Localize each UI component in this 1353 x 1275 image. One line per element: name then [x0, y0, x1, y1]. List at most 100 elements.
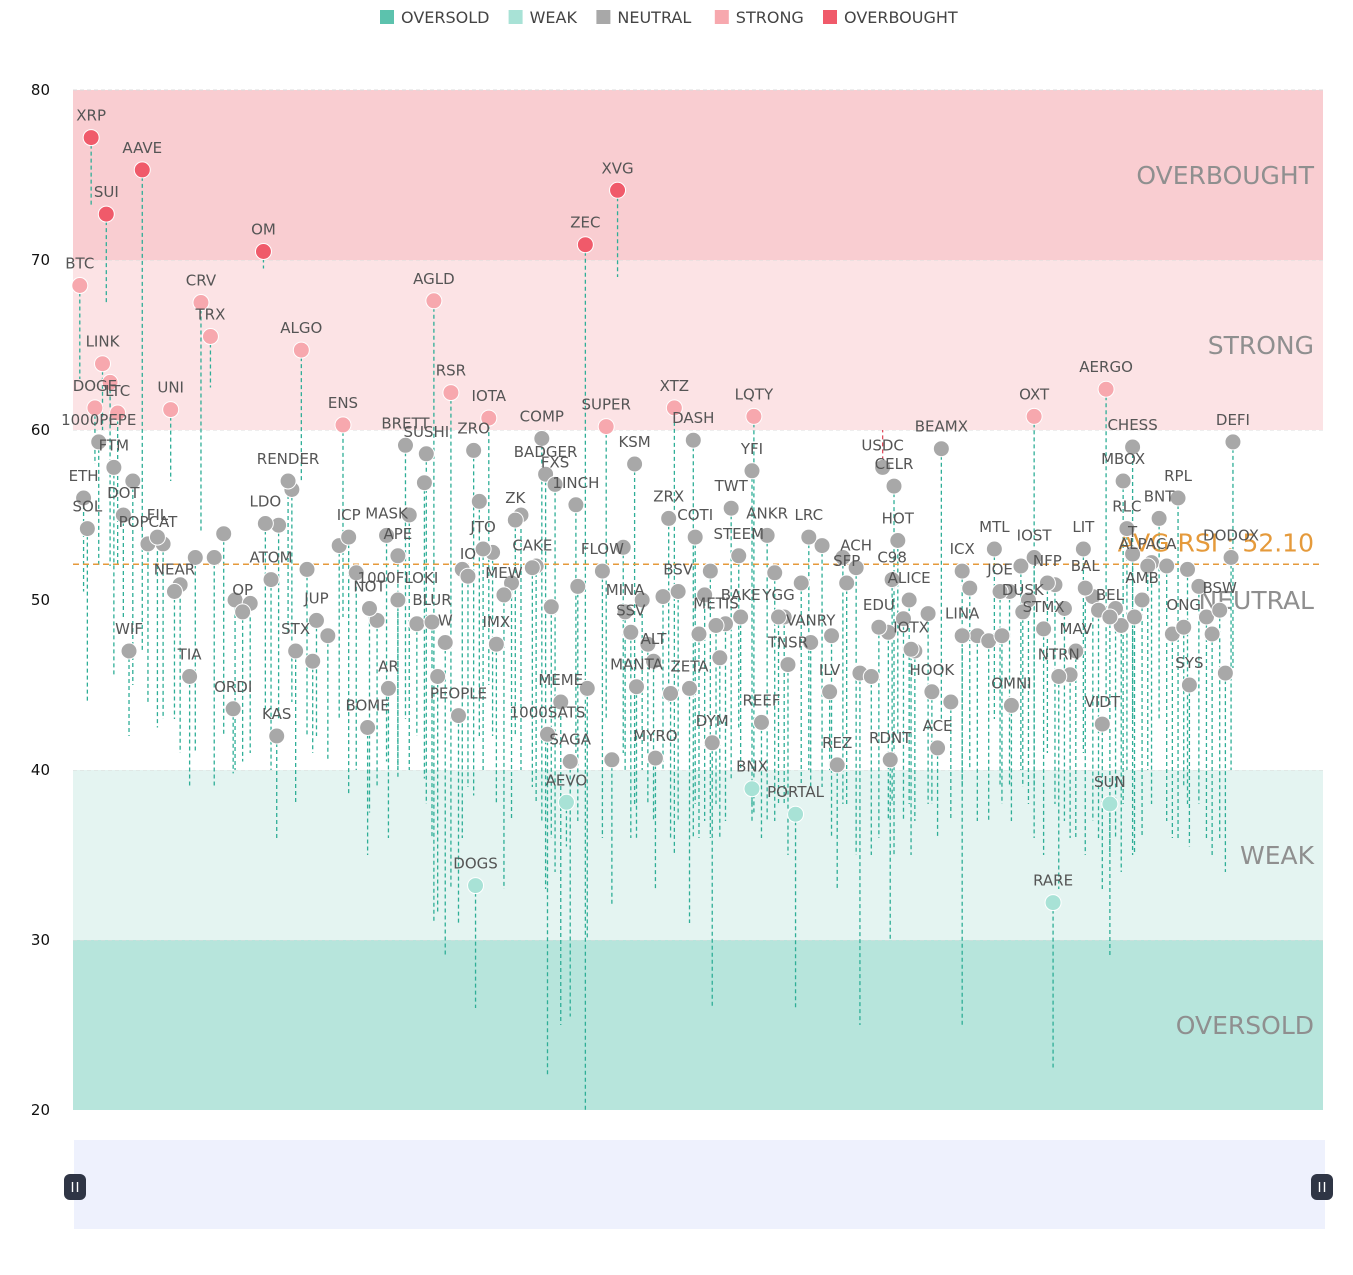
y-tick-label: 40	[31, 761, 50, 779]
coin-label-near: NEAR	[154, 561, 195, 579]
coin-point-ftm	[105, 458, 123, 476]
coin-point-mbox	[1114, 472, 1132, 490]
coin-label-bal: BAL	[1071, 557, 1101, 575]
coin-point	[578, 679, 596, 697]
coin-point-atom	[262, 571, 280, 589]
coin-label-ach: ACH	[840, 537, 872, 555]
y-tick-label: 30	[31, 931, 50, 949]
coin-point-sol	[78, 520, 96, 538]
coin-label-atom: ATOM	[250, 549, 293, 567]
coin-label-ankr: ANKR	[746, 504, 788, 522]
coin-point	[834, 549, 852, 566]
coin-label-alpaca: ALPACA	[1119, 535, 1177, 553]
coin-point	[654, 588, 672, 606]
coin-label-ygg: YGG	[761, 586, 794, 604]
coin-point-defi	[1224, 433, 1242, 451]
coin-label-1000pepe: 1000PEPE	[61, 411, 136, 429]
coin-label-dusk: DUSK	[1002, 581, 1045, 599]
coin-point-c98	[883, 571, 901, 589]
coin-label-people: PEOPLE	[430, 685, 487, 703]
coin-point-joe	[991, 583, 1009, 600]
coin-label-sushi: SUSHI	[403, 423, 449, 441]
coin-label-zeta: ZETA	[671, 657, 710, 675]
coin-point-tnsr	[779, 656, 797, 674]
range-slider-track[interactable]	[74, 1140, 1325, 1229]
coin-point-alt	[645, 652, 663, 670]
y-tick-label: 60	[31, 421, 50, 439]
coin-point-1000pepe	[90, 433, 108, 451]
coin-point-hook	[923, 683, 941, 701]
coin-point-1inch	[567, 496, 585, 514]
coin-point-vanry	[802, 634, 820, 651]
coin-point-algo	[292, 341, 310, 359]
coin-label-lina: LINA	[945, 605, 980, 623]
range-slider[interactable]	[64, 1140, 1333, 1229]
coin-point-mina	[616, 603, 634, 621]
coin-label-yfi: YFI	[740, 440, 763, 458]
coin-label-brett: BRETT	[381, 414, 430, 432]
coin-label-eth: ETH	[69, 467, 99, 485]
coin-point-eth	[75, 489, 93, 507]
coin-point	[1197, 608, 1215, 626]
coin-point-nfp	[1038, 574, 1056, 592]
coin-point-bal	[1076, 579, 1094, 597]
coin-label-lrc: LRC	[795, 506, 824, 524]
coin-label-link: LINK	[86, 333, 121, 351]
coin-label-tia: TIA	[177, 646, 203, 664]
coin-point-ldo	[256, 515, 274, 532]
coin-point-1000floki	[389, 591, 407, 609]
coin-label-stx: STX	[281, 620, 310, 638]
coin-point-ltc	[109, 404, 127, 422]
coin-point-ace	[929, 739, 947, 757]
coin-point-xvg	[609, 181, 627, 199]
right-range-handle[interactable]	[1311, 1174, 1333, 1200]
coin-point	[792, 574, 810, 592]
coin-point	[408, 615, 426, 633]
coin-point-saga	[561, 753, 579, 770]
coin-point	[101, 373, 119, 391]
coin-point-btc	[71, 277, 89, 294]
coin-label-iotx: IOTX	[893, 618, 929, 636]
coin-label-not: NOT	[353, 578, 386, 596]
coin-label-crv: CRV	[186, 272, 217, 290]
coin-label-dodox: DODOX	[1203, 527, 1259, 545]
coin-point-omni	[1002, 696, 1020, 714]
average-rsi-line: AVG RSI : 52.10	[73, 528, 1323, 566]
coin-label-btc: BTC	[65, 255, 94, 273]
y-tick-label: 20	[31, 1101, 50, 1119]
coin-point-lrc	[800, 528, 818, 546]
coin-point-metis	[707, 617, 725, 634]
coin-point-beamx	[932, 440, 950, 458]
coin-label-dot: DOT	[107, 484, 140, 502]
coin-point-iost	[1025, 549, 1043, 566]
coin-point	[823, 627, 841, 645]
left-range-handle[interactable]	[64, 1174, 86, 1200]
zone-label-weak: WEAK	[1240, 841, 1315, 870]
coin-point	[766, 564, 784, 582]
coin-point	[711, 649, 729, 667]
coin-point-op	[234, 603, 252, 621]
coin-label-xvg: XVG	[601, 159, 633, 177]
coin-point-dot	[114, 506, 132, 524]
coin-label-flow: FLOW	[581, 540, 624, 558]
coin-label-alice: ALICE	[888, 569, 931, 587]
coin-point-render	[279, 472, 297, 490]
y-tick-label: 80	[31, 81, 50, 99]
coin-label-badger: BADGER	[514, 443, 578, 461]
coin-label-bake: BAKE	[721, 586, 761, 604]
coin-label-om: OM	[251, 221, 276, 239]
coin-point	[470, 492, 488, 510]
coin-point	[347, 564, 365, 582]
coin-point-stmx	[1035, 620, 1053, 638]
coin-label-ftm: FTM	[99, 436, 129, 454]
coin-point-1000sats	[538, 725, 556, 743]
coin-point-uni	[162, 401, 180, 419]
coin-label-1000floki: 1000FLOKI	[358, 569, 439, 587]
coin-label-ordi: ORDI	[214, 678, 252, 696]
coin-label-alt: ALT	[641, 630, 668, 648]
coin-point-sun	[1101, 795, 1119, 813]
avg-rsi-label: AVG RSI : 52.10	[1118, 528, 1314, 557]
coin-label-doge: DOGE	[73, 377, 117, 395]
coin-label-mask: MASK	[365, 504, 409, 522]
coin-point-zro	[465, 441, 483, 459]
